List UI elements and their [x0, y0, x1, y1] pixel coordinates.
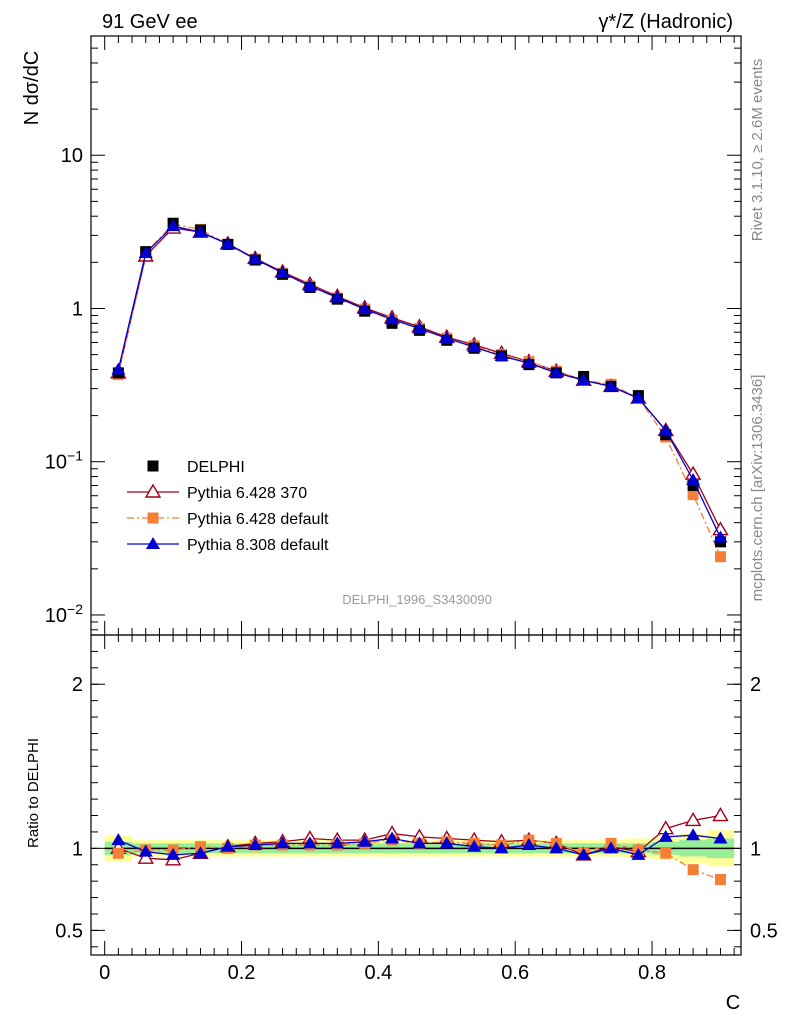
main-point-pythia-8-308-default [521, 356, 536, 369]
ratio-point-pythia-8-308-default [521, 838, 536, 851]
rivet-label: Rivet 3.1.10, ≥ 2.6M events [749, 59, 766, 242]
ratio-point-pythia-6-428-370 [137, 849, 154, 864]
ratio-point-pythia-8-308-default [193, 846, 208, 859]
x-axis-label: C [726, 992, 740, 1014]
legend-label-delphi: DELPHI [187, 459, 245, 476]
ratio-xtick-label: 0.2 [228, 962, 256, 984]
main-point-pythia-8-308-default [166, 219, 181, 232]
ratio-ytick-label-right: 0.5 [750, 920, 778, 942]
main-point-pythia-8-308-default [193, 225, 208, 238]
main-point-pythia-8-308-default [631, 391, 646, 404]
ratio-frame [90, 634, 742, 956]
ratio-point-pythia-6-428-default [714, 874, 726, 886]
ratio-point-pythia-8-308-default [467, 839, 482, 852]
ratio-point-pythia-8-308-default [111, 833, 126, 846]
ratio-point-pythia-8-308-default [220, 839, 235, 852]
ratio-xtick-label: 0.4 [364, 962, 392, 984]
ratio-point-pythia-6-428-default [687, 864, 699, 876]
ratio-point-pythia-8-308-default [439, 836, 454, 849]
ratio-ytick-label: 1 [72, 838, 83, 860]
ratio-point-pythia-8-308-default [385, 831, 400, 844]
main-ylabel: N dσ/dC [21, 51, 43, 126]
ratio-ytick-label-right: 1 [750, 838, 761, 860]
ratio-point-pythia-8-308-default [576, 847, 591, 860]
legend-marker-pythia-6-428-370 [144, 483, 162, 498]
ratio-point-pythia-8-308-default [302, 836, 317, 849]
main-point-pythia-8-308-default [357, 302, 372, 315]
main-point-pythia-8-308-default [248, 252, 263, 265]
legend-marker-pythia-8-308-default [146, 537, 160, 549]
legend-marker-pythia-6-428-default [147, 512, 159, 524]
header-right: γ*/Z (Hadronic) [599, 11, 733, 33]
site-label: mcplots.cern.ch [arXiv:1306.3436] [749, 375, 766, 602]
legend-label-pythia-6-428-370: Pythia 6.428 370 [187, 485, 307, 502]
main-point-pythia-8-308-default [494, 348, 509, 361]
ratio-point-pythia-8-308-default [631, 847, 646, 860]
ratio-point-pythia-8-308-default [275, 836, 290, 849]
main-point-pythia-8-308-default [549, 365, 564, 378]
ratio-point-pythia-8-308-default [604, 841, 618, 854]
ratio-xtick-label: 0 [99, 962, 110, 984]
ratio-ylabel: Ratio to DELPHI [25, 738, 42, 848]
ratio-ytick-label: 2 [72, 674, 83, 696]
main-point-pythia-8-308-default [576, 373, 591, 386]
legend: DELPHI Pythia 6.428 370 Pythia 6.428 defau… [127, 459, 329, 554]
main-ytick-label: 10−2 [45, 601, 83, 627]
analysis-watermark: DELPHI_1996_S3430090 [342, 592, 492, 607]
legend-label-pythia-8-308-default: Pythia 8.308 default [187, 537, 329, 554]
main-point-pythia-8-308-default [604, 379, 618, 392]
ratio-point-pythia-8-308-default [549, 841, 564, 854]
legend-label-pythia-6-428-default: Pythia 6.428 default [187, 511, 329, 528]
ratio-plot: 2 1 0.5 2 1 0.5 0 0.2 0.4 0.6 0.8 [55, 634, 778, 984]
ratio-xtick-label: 0.6 [501, 962, 529, 984]
main-point-pythia-8-308-default [302, 279, 317, 292]
ratio-point-pythia-6-428-370 [684, 812, 702, 827]
legend-marker-delphi [147, 460, 159, 472]
main-ytick-label: 10 [61, 145, 83, 167]
main-point-pythia-8-308-default [658, 423, 673, 436]
main-point-pythia-8-308-default [220, 236, 235, 249]
main-point-pythia-8-308-default [713, 530, 728, 543]
ratio-xtick-label: 0.8 [638, 962, 666, 984]
main-ytick-label: 10−1 [45, 448, 83, 474]
main-point-pythia-8-308-default [385, 312, 400, 325]
main-point-pythia-8-308-default [686, 472, 701, 485]
main-ytick-label: 1 [72, 298, 83, 320]
main-point-pythia-6-428-default [687, 489, 699, 501]
ratio-point-pythia-6-428-default [660, 847, 672, 859]
header-left: 91 GeV ee [102, 11, 198, 33]
ratio-point-pythia-8-308-default [138, 844, 153, 857]
ratio-point-pythia-8-308-default [412, 836, 427, 849]
main-point-pythia-8-308-default [111, 362, 126, 375]
ratio-point-pythia-8-308-default [248, 838, 263, 851]
main-point-delphi [687, 479, 699, 491]
main-point-pythia-8-308-default [412, 321, 427, 334]
ratio-point-pythia-8-308-default [330, 836, 345, 849]
ratio-point-pythia-8-308-default [166, 847, 181, 860]
main-point-pythia-8-308-default [439, 331, 454, 344]
main-plot: 10 1 10−1 10−2 [45, 35, 742, 636]
ratio-point-pythia-6-428-default [112, 847, 124, 859]
ratio-point-pythia-8-308-default [357, 834, 372, 847]
main-point-pythia-8-308-default [330, 290, 345, 303]
main-point-pythia-6-428-default [714, 551, 726, 563]
ratio-point-pythia-8-308-default [686, 828, 701, 841]
main-point-pythia-8-308-default [138, 246, 153, 259]
main-point-pythia-8-308-default [275, 265, 290, 278]
ratio-ytick-label-right: 2 [750, 674, 761, 696]
ratio-ytick-label: 0.5 [55, 920, 83, 942]
ratio-point-pythia-8-308-default [713, 831, 728, 844]
ratio-point-pythia-8-308-default [658, 829, 673, 842]
ratio-point-pythia-6-428-370 [712, 807, 729, 822]
main-point-pythia-8-308-default [467, 340, 482, 353]
ratio-point-pythia-8-308-default [494, 841, 509, 854]
